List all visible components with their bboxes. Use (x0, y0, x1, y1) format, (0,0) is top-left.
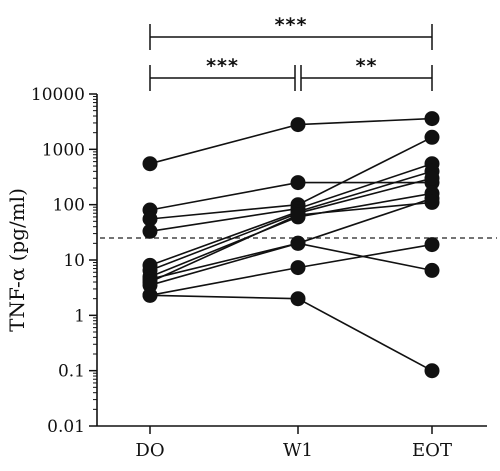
x-tick-label: DO (135, 440, 164, 461)
data-point (424, 194, 440, 210)
data-point (142, 211, 158, 227)
data-point (142, 156, 158, 172)
significance-label: *** (206, 55, 239, 77)
x-tick-label: W1 (283, 440, 313, 461)
significance-label: *** (275, 14, 308, 36)
y-tick-label: 100 (53, 196, 85, 216)
data-points (142, 111, 440, 379)
y-tick-label: 10000 (31, 85, 85, 105)
x-tick-label: EOT (412, 440, 452, 461)
y-tick-label: 0.01 (47, 417, 85, 437)
data-point (290, 207, 306, 223)
data-point (424, 129, 440, 145)
series-line (149, 162, 433, 233)
data-point (424, 111, 440, 127)
data-point (424, 363, 440, 379)
data-point (424, 262, 440, 278)
data-point (424, 237, 440, 253)
y-axis: 0.01 0.1 1 10 100 1000 10000 (31, 85, 98, 437)
data-point (290, 175, 306, 191)
data-point (142, 223, 158, 239)
series-line (149, 294, 433, 372)
y-tick-label: 1000 (42, 140, 85, 160)
data-point (290, 117, 306, 133)
data-point (290, 235, 306, 251)
data-point (142, 287, 158, 303)
y-tick-label: 0.1 (58, 362, 85, 382)
data-point (290, 291, 306, 307)
significance-brackets: ****** ** (149, 14, 433, 91)
x-axis: DO W1 EOT (97, 425, 487, 461)
data-point (424, 170, 440, 186)
data-point (290, 260, 306, 276)
y-tick-label: 10 (63, 251, 85, 271)
significance-label: ** (356, 55, 378, 77)
y-axis-title: TNF-α (pg/ml) (5, 188, 29, 332)
y-tick-label: 1 (74, 306, 85, 326)
